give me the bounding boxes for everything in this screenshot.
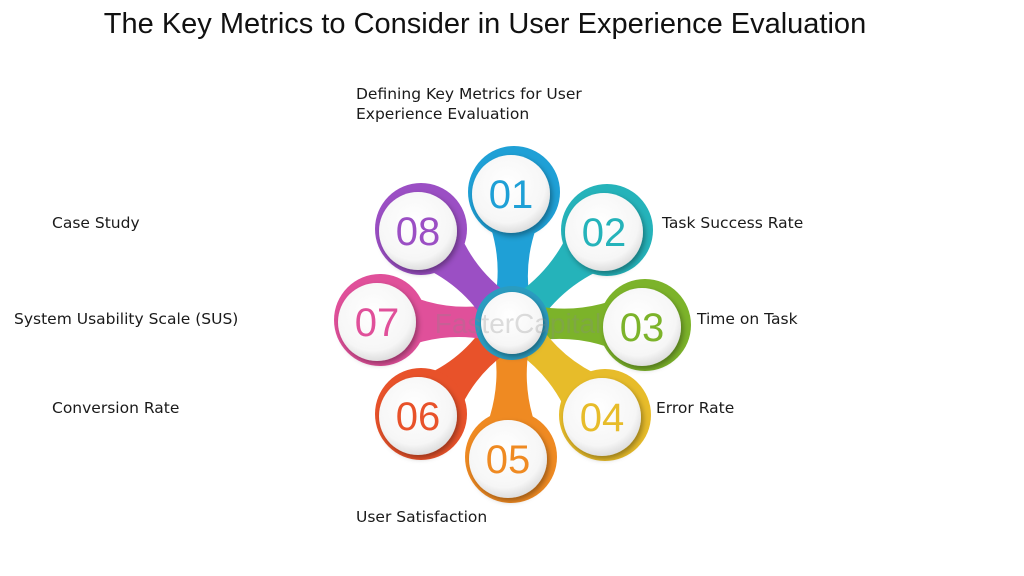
- circle-number-08: 08: [396, 210, 441, 254]
- circle-disc-04: [563, 378, 641, 456]
- page-title: The Key Metrics to Consider in User Expe…: [103, 8, 867, 40]
- metric-label-08: Case Study: [52, 214, 140, 232]
- circle-disc-02: [565, 193, 643, 271]
- circle-number-03: 03: [620, 306, 665, 350]
- circle-number-05: 05: [486, 438, 531, 482]
- metric-label-07: System Usability Scale (SUS): [14, 310, 239, 328]
- circle-disc-03: [603, 288, 681, 366]
- metric-label-03: Time on Task: [697, 310, 798, 328]
- metric-label-05: User Satisfaction: [356, 508, 488, 526]
- circle-number-07: 07: [355, 301, 400, 345]
- diagram-circles: 01 02 03 04 05 06 07 08: [334, 146, 691, 503]
- circle-disc-07: [338, 283, 416, 361]
- metric-label-04: Error Rate: [656, 399, 735, 417]
- metric-label-01-line-2: Experience Evaluation: [356, 105, 530, 123]
- metric-label-06: Conversion Rate: [52, 399, 180, 417]
- circle-number-06: 06: [396, 395, 441, 439]
- circle-disc-01: [472, 155, 550, 233]
- circle-number-02: 02: [582, 211, 627, 255]
- circle-number-04: 04: [580, 396, 625, 440]
- metric-label-02: Task Success Rate: [662, 214, 804, 232]
- circle-disc-08: [379, 192, 457, 270]
- hub: FasterCapital: [435, 286, 602, 360]
- metric-label-01-line-1: Defining Key Metrics for User: [356, 85, 582, 103]
- watermark-text: FasterCapital: [435, 308, 602, 339]
- metric-label-01: Defining Key Metrics for User Experience…: [356, 84, 582, 124]
- hub-disc: [481, 292, 543, 354]
- circle-number-01: 01: [489, 173, 534, 217]
- circle-disc-06: [379, 377, 457, 455]
- circle-disc-05: [469, 420, 547, 498]
